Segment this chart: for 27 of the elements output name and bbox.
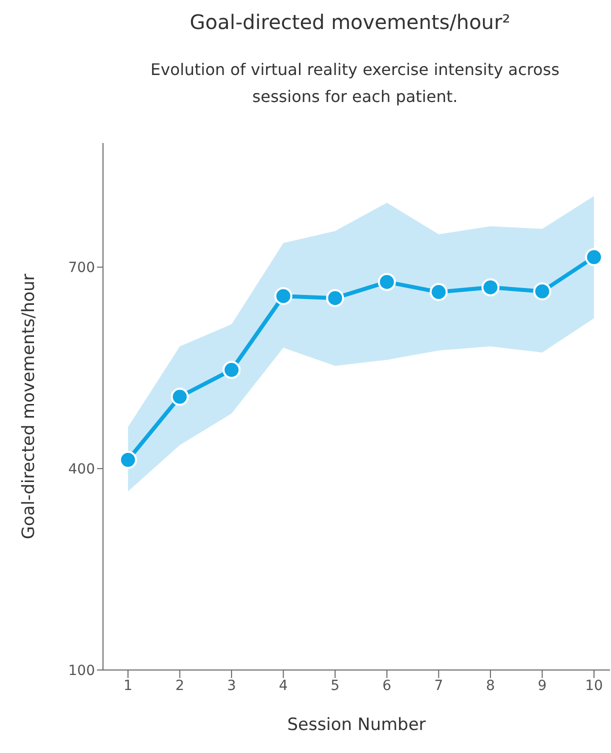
- x-tick-label: 10: [585, 678, 603, 694]
- point: [430, 283, 448, 302]
- x-tick-label: 4: [278, 678, 288, 694]
- chart-title: Goal-directed movements/hour²: [188, 10, 512, 34]
- point: [326, 289, 344, 308]
- x-tick-label: 6: [382, 678, 392, 694]
- point: [585, 248, 603, 266]
- x-tick-label: 9: [538, 678, 547, 694]
- x-tick-label: 5: [330, 678, 340, 694]
- x-tick-label: 8: [486, 678, 495, 694]
- point: [274, 287, 292, 306]
- chart-subtitle: Evolution of virtual reality exercise intensity across sessions for each patient.: [150, 59, 560, 108]
- x-tick-label: 3: [227, 678, 236, 694]
- y-axis-title: Goal-directed movements/hour: [19, 274, 40, 540]
- point: [378, 272, 396, 291]
- point: [481, 278, 500, 296]
- x-tick-label: 2: [175, 678, 184, 694]
- x-axis-title: Session Number: [287, 715, 426, 735]
- y-tick-label: 700: [68, 260, 95, 276]
- point: [170, 388, 189, 406]
- y-tick-label: 400: [68, 462, 95, 478]
- x-tick-label: 7: [434, 678, 444, 694]
- y-tick-label: 100: [68, 662, 95, 679]
- point: [222, 360, 241, 379]
- x-tick-label: 1: [124, 678, 132, 694]
- point: [119, 450, 137, 469]
- point: [533, 282, 552, 300]
